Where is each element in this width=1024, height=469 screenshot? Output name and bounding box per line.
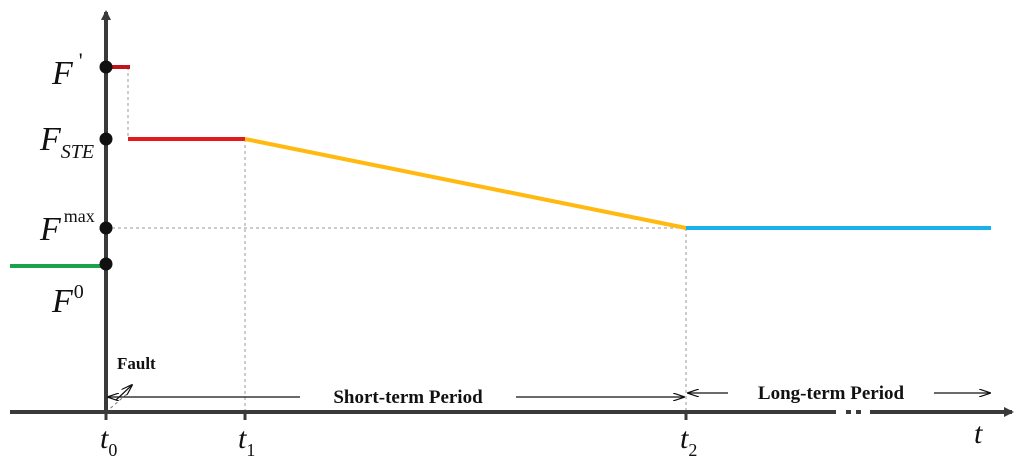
long-term-period-label: Long-term Period	[758, 383, 905, 404]
label-f-zero: F0	[51, 281, 84, 320]
label-f-prime: F '	[51, 48, 83, 92]
fault-label: Fault	[117, 354, 156, 373]
marker-f-zero	[99, 257, 113, 271]
fault-pointer-arrow	[115, 385, 132, 401]
marker-f-ste	[99, 132, 113, 146]
label-t2: t2	[680, 422, 697, 460]
guide-fault-diagonal	[105, 392, 129, 413]
label-t0: t0	[100, 422, 117, 460]
marker-f-max	[99, 221, 113, 235]
label-t-axis: t	[974, 417, 983, 450]
label-t1: t1	[238, 422, 255, 460]
declining-rating-line	[244, 137, 687, 230]
label-f-ste: FSTE	[39, 121, 94, 163]
short-term-period-label: Short-term Period	[333, 387, 483, 408]
marker-f-prime	[99, 60, 113, 74]
